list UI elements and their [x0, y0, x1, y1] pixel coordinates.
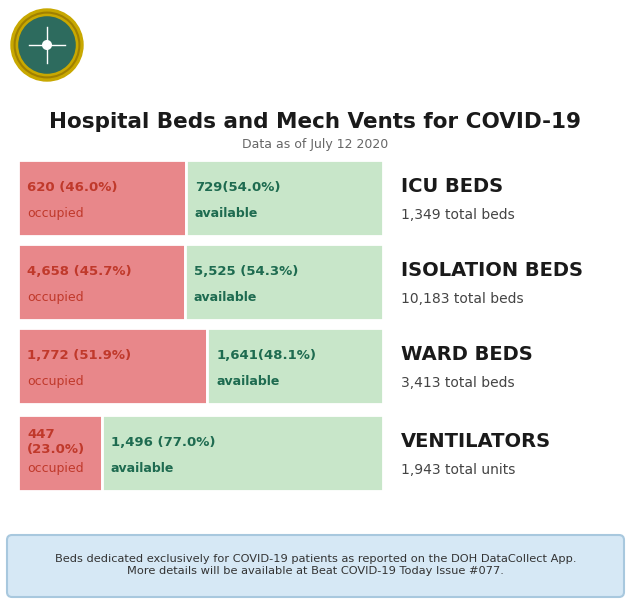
Text: 4,658 (45.7%): 4,658 (45.7%)	[27, 265, 132, 278]
Text: occupied: occupied	[27, 374, 84, 388]
Text: Hospital Beds and Mech Vents for COVID-19: Hospital Beds and Mech Vents for COVID-1…	[49, 112, 581, 132]
FancyBboxPatch shape	[18, 160, 186, 236]
Text: 1,943 total units: 1,943 total units	[401, 463, 516, 477]
Text: DOH COVID-19: DOH COVID-19	[100, 13, 443, 55]
Text: 620 (46.0%): 620 (46.0%)	[27, 181, 117, 194]
Text: occupied: occupied	[27, 206, 84, 220]
Text: Beds dedicated exclusively for COVID-19 patients as reported on the DOH DataColl: Beds dedicated exclusively for COVID-19 …	[55, 554, 576, 576]
Text: 1,772 (51.9%): 1,772 (51.9%)	[27, 349, 131, 362]
Text: ISOLATION BEDS: ISOLATION BEDS	[401, 261, 583, 280]
FancyBboxPatch shape	[18, 244, 185, 320]
Text: occupied: occupied	[27, 462, 84, 475]
Text: 447
(23.0%): 447 (23.0%)	[27, 428, 85, 457]
FancyBboxPatch shape	[18, 415, 102, 491]
Text: 1,496 (77.0%): 1,496 (77.0%)	[111, 436, 215, 449]
Text: 729(54.0%): 729(54.0%)	[195, 181, 280, 194]
FancyBboxPatch shape	[208, 328, 383, 404]
Circle shape	[11, 9, 83, 81]
FancyBboxPatch shape	[102, 415, 383, 491]
Text: available: available	[111, 462, 174, 475]
Text: 1,641(48.1%): 1,641(48.1%)	[216, 349, 316, 362]
FancyBboxPatch shape	[18, 328, 208, 404]
Text: available: available	[194, 290, 257, 304]
Text: available: available	[216, 374, 280, 388]
Text: ICU BEDS: ICU BEDS	[401, 177, 503, 196]
Text: CASE BULLETIN #121 | JULY 13, 2020: CASE BULLETIN #121 | JULY 13, 2020	[100, 61, 388, 75]
Text: 5,525 (54.3%): 5,525 (54.3%)	[194, 265, 298, 278]
Text: WARD BEDS: WARD BEDS	[401, 345, 533, 364]
FancyBboxPatch shape	[186, 160, 383, 236]
Text: occupied: occupied	[27, 290, 84, 304]
Text: 10,183 total beds: 10,183 total beds	[401, 292, 524, 306]
Circle shape	[43, 41, 51, 49]
Text: VENTILATORS: VENTILATORS	[401, 432, 551, 451]
Text: 1,349 total beds: 1,349 total beds	[401, 208, 515, 222]
Text: 3,413 total beds: 3,413 total beds	[401, 376, 515, 390]
FancyBboxPatch shape	[185, 244, 383, 320]
Text: Data as of July 12 2020: Data as of July 12 2020	[242, 138, 388, 151]
FancyBboxPatch shape	[7, 535, 624, 597]
Circle shape	[19, 17, 75, 73]
Text: available: available	[195, 206, 258, 220]
